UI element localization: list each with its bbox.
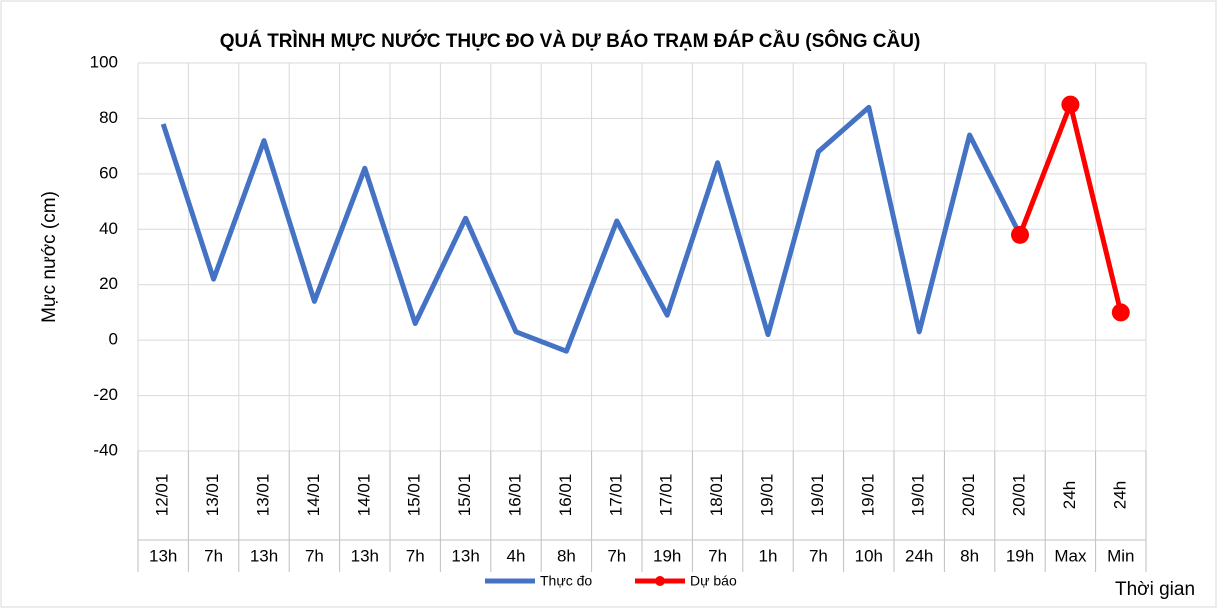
x-tick-label-bottom: Min xyxy=(1107,546,1134,565)
x-tick-label-top: 19/01 xyxy=(757,474,776,517)
y-tick-label: -40 xyxy=(93,440,118,459)
series-line xyxy=(160,104,1023,354)
x-tick-label-top: 12/01 xyxy=(153,474,172,517)
x-tick-label-bottom: 7h xyxy=(708,546,727,565)
series-marker xyxy=(1061,95,1080,114)
x-tick-label-top: 17/01 xyxy=(606,474,625,517)
x-tick-label-top: 20/01 xyxy=(1009,474,1028,517)
x-tick-label-top: 19/01 xyxy=(808,474,827,517)
x-tick-label-bottom: 13h xyxy=(250,546,278,565)
x-tick-label-top: 24h xyxy=(1060,481,1079,509)
y-tick-label: -20 xyxy=(93,385,118,404)
x-tick-label-top: 13/01 xyxy=(203,474,222,517)
y-tick-label: 60 xyxy=(99,163,118,182)
x-tick-label-bottom: 8h xyxy=(960,546,979,565)
x-tick-label-bottom: 13h xyxy=(149,546,177,565)
x-tick-label-bottom: 19h xyxy=(653,546,681,565)
x-tick-label-bottom: 19h xyxy=(1006,546,1034,565)
x-tick-label-bottom: 1h xyxy=(759,546,778,565)
x-tick-label-top: 24h xyxy=(1110,481,1129,509)
x-tick-label-bottom: 7h xyxy=(305,546,324,565)
legend-label: Thực đo xyxy=(540,573,592,589)
y-tick-label: 40 xyxy=(99,219,118,238)
x-tick-label-top: 19/01 xyxy=(858,474,877,517)
x-tick-label-bottom: 4h xyxy=(507,546,526,565)
x-tick-label-bottom: 10h xyxy=(855,546,883,565)
y-axis-title: Mực nước (cm) xyxy=(39,191,60,323)
x-tick-label-top: 15/01 xyxy=(455,474,474,517)
x-tick-label-bottom: 7h xyxy=(607,546,626,565)
x-tick-label-bottom: 13h xyxy=(351,546,379,565)
x-tick-label-bottom: 13h xyxy=(451,546,479,565)
x-tick-label-top: 18/01 xyxy=(707,474,726,517)
x-tick-label-bottom: 24h xyxy=(905,546,933,565)
series-marker xyxy=(1011,225,1029,244)
legend-label: Dự báo xyxy=(690,573,737,589)
x-tick-label-bottom: 8h xyxy=(557,546,576,565)
x-axis-title: Thời gian xyxy=(1115,579,1195,600)
series-marker xyxy=(1111,303,1130,322)
x-tick-label-bottom: 7h xyxy=(406,546,425,565)
x-tick-label-top: 15/01 xyxy=(405,474,424,517)
x-tick-label-top: 20/01 xyxy=(959,474,978,517)
x-tick-label-top: 16/01 xyxy=(505,474,524,517)
x-tick-label-top: 17/01 xyxy=(657,474,676,517)
x-tick-label-top: 13/01 xyxy=(253,474,272,517)
x-tick-label-top: 14/01 xyxy=(354,474,373,517)
x-tick-label-top: 14/01 xyxy=(304,474,323,517)
x-tick-label-top: 16/01 xyxy=(556,474,575,517)
x-tick-label-bottom: 7h xyxy=(204,546,223,565)
x-tick-label-bottom: 7h xyxy=(809,546,828,565)
y-tick-label: 0 xyxy=(109,330,118,349)
y-tick-label: 80 xyxy=(99,108,118,127)
y-tick-label: 100 xyxy=(90,52,118,71)
x-tick-label-bottom: Max xyxy=(1054,546,1087,565)
legend-marker xyxy=(655,576,665,586)
x-tick-label-top: 19/01 xyxy=(909,474,928,517)
y-tick-label: 20 xyxy=(99,274,118,293)
chart-title: QUÁ TRÌNH MỰC NƯỚC THỰC ĐO VÀ DỰ BÁO TRẠ… xyxy=(220,30,921,52)
